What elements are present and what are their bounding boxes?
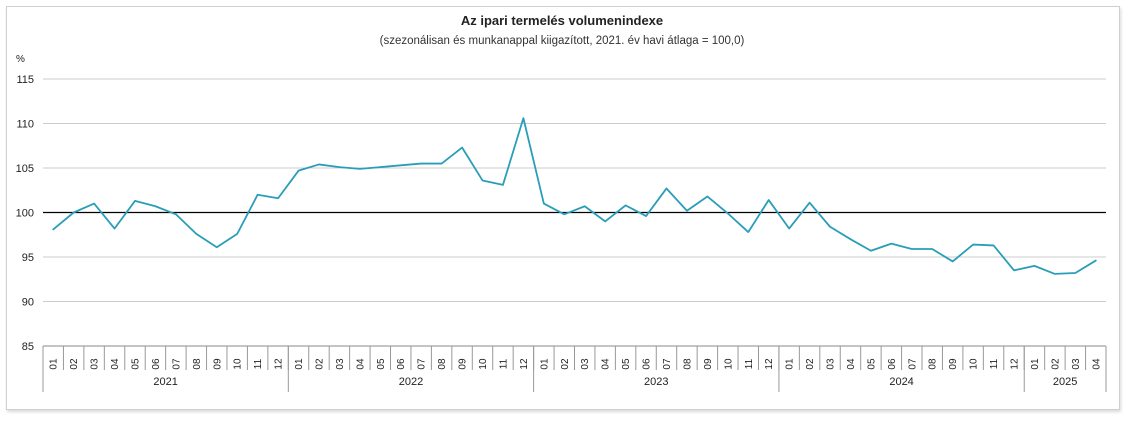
x-tick-label-month: 01 (1030, 358, 1041, 370)
x-tick-label-month: 05 (621, 358, 632, 370)
x-tick-label-month: 09 (212, 358, 223, 370)
x-tick-label-month: 07 (171, 358, 182, 370)
x-tick-label-month: 12 (764, 358, 775, 370)
chart-frame (6, 6, 1120, 410)
x-tick-label-month: 08 (682, 358, 693, 370)
y-tick-label: 105 (16, 163, 34, 175)
x-tick-label-month: 08 (928, 358, 939, 370)
x-tick-label-month: 11 (498, 358, 509, 369)
x-tick-label-month: 05 (376, 358, 387, 370)
x-tick-label-month: 05 (866, 358, 877, 370)
x-tick-label-month: 07 (907, 358, 918, 370)
x-tick-label-year: 2022 (399, 376, 423, 388)
x-tick-label-month: 04 (355, 358, 366, 370)
x-tick-label-month: 11 (253, 358, 264, 369)
y-tick-label: 95 (22, 252, 34, 264)
x-tick-label-month: 01 (785, 358, 796, 370)
x-tick-label-month: 09 (703, 358, 714, 370)
x-tick-label-year: 2023 (644, 376, 668, 388)
x-tick-label-month: 11 (744, 358, 755, 369)
x-tick-label-month: 04 (601, 358, 612, 370)
x-tick-label-month: 03 (1071, 358, 1082, 370)
x-tick-label-month: 08 (192, 358, 203, 370)
x-tick-label-month: 04 (110, 358, 121, 370)
x-tick-label-year: 2025 (1053, 376, 1077, 388)
x-tick-label-month: 03 (826, 358, 837, 370)
x-tick-label-month: 08 (437, 358, 448, 370)
x-tick-label-month: 02 (69, 358, 80, 370)
x-tick-label-year: 2024 (889, 376, 913, 388)
x-tick-label-month: 09 (458, 358, 469, 370)
x-tick-label-month: 07 (417, 358, 428, 370)
x-tick-label-month: 03 (90, 358, 101, 370)
y-axis-unit-label: % (16, 54, 25, 65)
x-tick-label-month: 06 (887, 358, 898, 370)
y-tick-label: 110 (16, 119, 34, 131)
x-tick-label-month: 04 (846, 358, 857, 370)
y-tick-label: 100 (16, 208, 34, 220)
x-tick-label-month: 10 (723, 358, 734, 370)
x-tick-label-month: 01 (49, 358, 60, 370)
x-tick-label-month: 07 (662, 358, 673, 370)
x-tick-label-year: 2021 (153, 376, 177, 388)
x-tick-label-month: 03 (580, 358, 591, 370)
x-tick-label-month: 10 (969, 358, 980, 370)
series-line (52, 117, 1097, 275)
x-tick-label-month: 01 (294, 358, 305, 370)
x-tick-label-month: 06 (151, 358, 162, 370)
y-tick-label: 85 (22, 341, 34, 353)
x-tick-label-month: 01 (539, 358, 550, 370)
x-tick-label-month: 10 (233, 358, 244, 370)
y-tick-label: 90 (22, 297, 34, 309)
chart-title: Az ipari termelés volumenindexe (460, 13, 664, 28)
x-tick-label-month: 02 (1050, 358, 1061, 370)
x-tick-label-month: 09 (948, 358, 959, 370)
x-tick-label-month: 02 (560, 358, 571, 370)
x-tick-label-month: 02 (805, 358, 816, 370)
chart-subtitle: (szezonálisan és munkanappal kiigazított… (379, 35, 745, 47)
x-tick-label-month: 10 (478, 358, 489, 370)
y-tick-label: 115 (16, 74, 34, 86)
x-tick-label-month: 06 (642, 358, 653, 370)
x-tick-label-month: 02 (314, 358, 325, 370)
x-tick-label-month: 12 (1010, 358, 1021, 370)
x-tick-label-month: 12 (274, 358, 285, 370)
x-tick-label-month: 05 (130, 358, 141, 370)
x-tick-label-month: 11 (989, 358, 1000, 369)
x-tick-label-month: 03 (335, 358, 346, 370)
x-tick-label-month: 06 (396, 358, 407, 370)
x-tick-label-month: 04 (1091, 358, 1102, 370)
x-tick-label-month: 12 (519, 358, 530, 370)
